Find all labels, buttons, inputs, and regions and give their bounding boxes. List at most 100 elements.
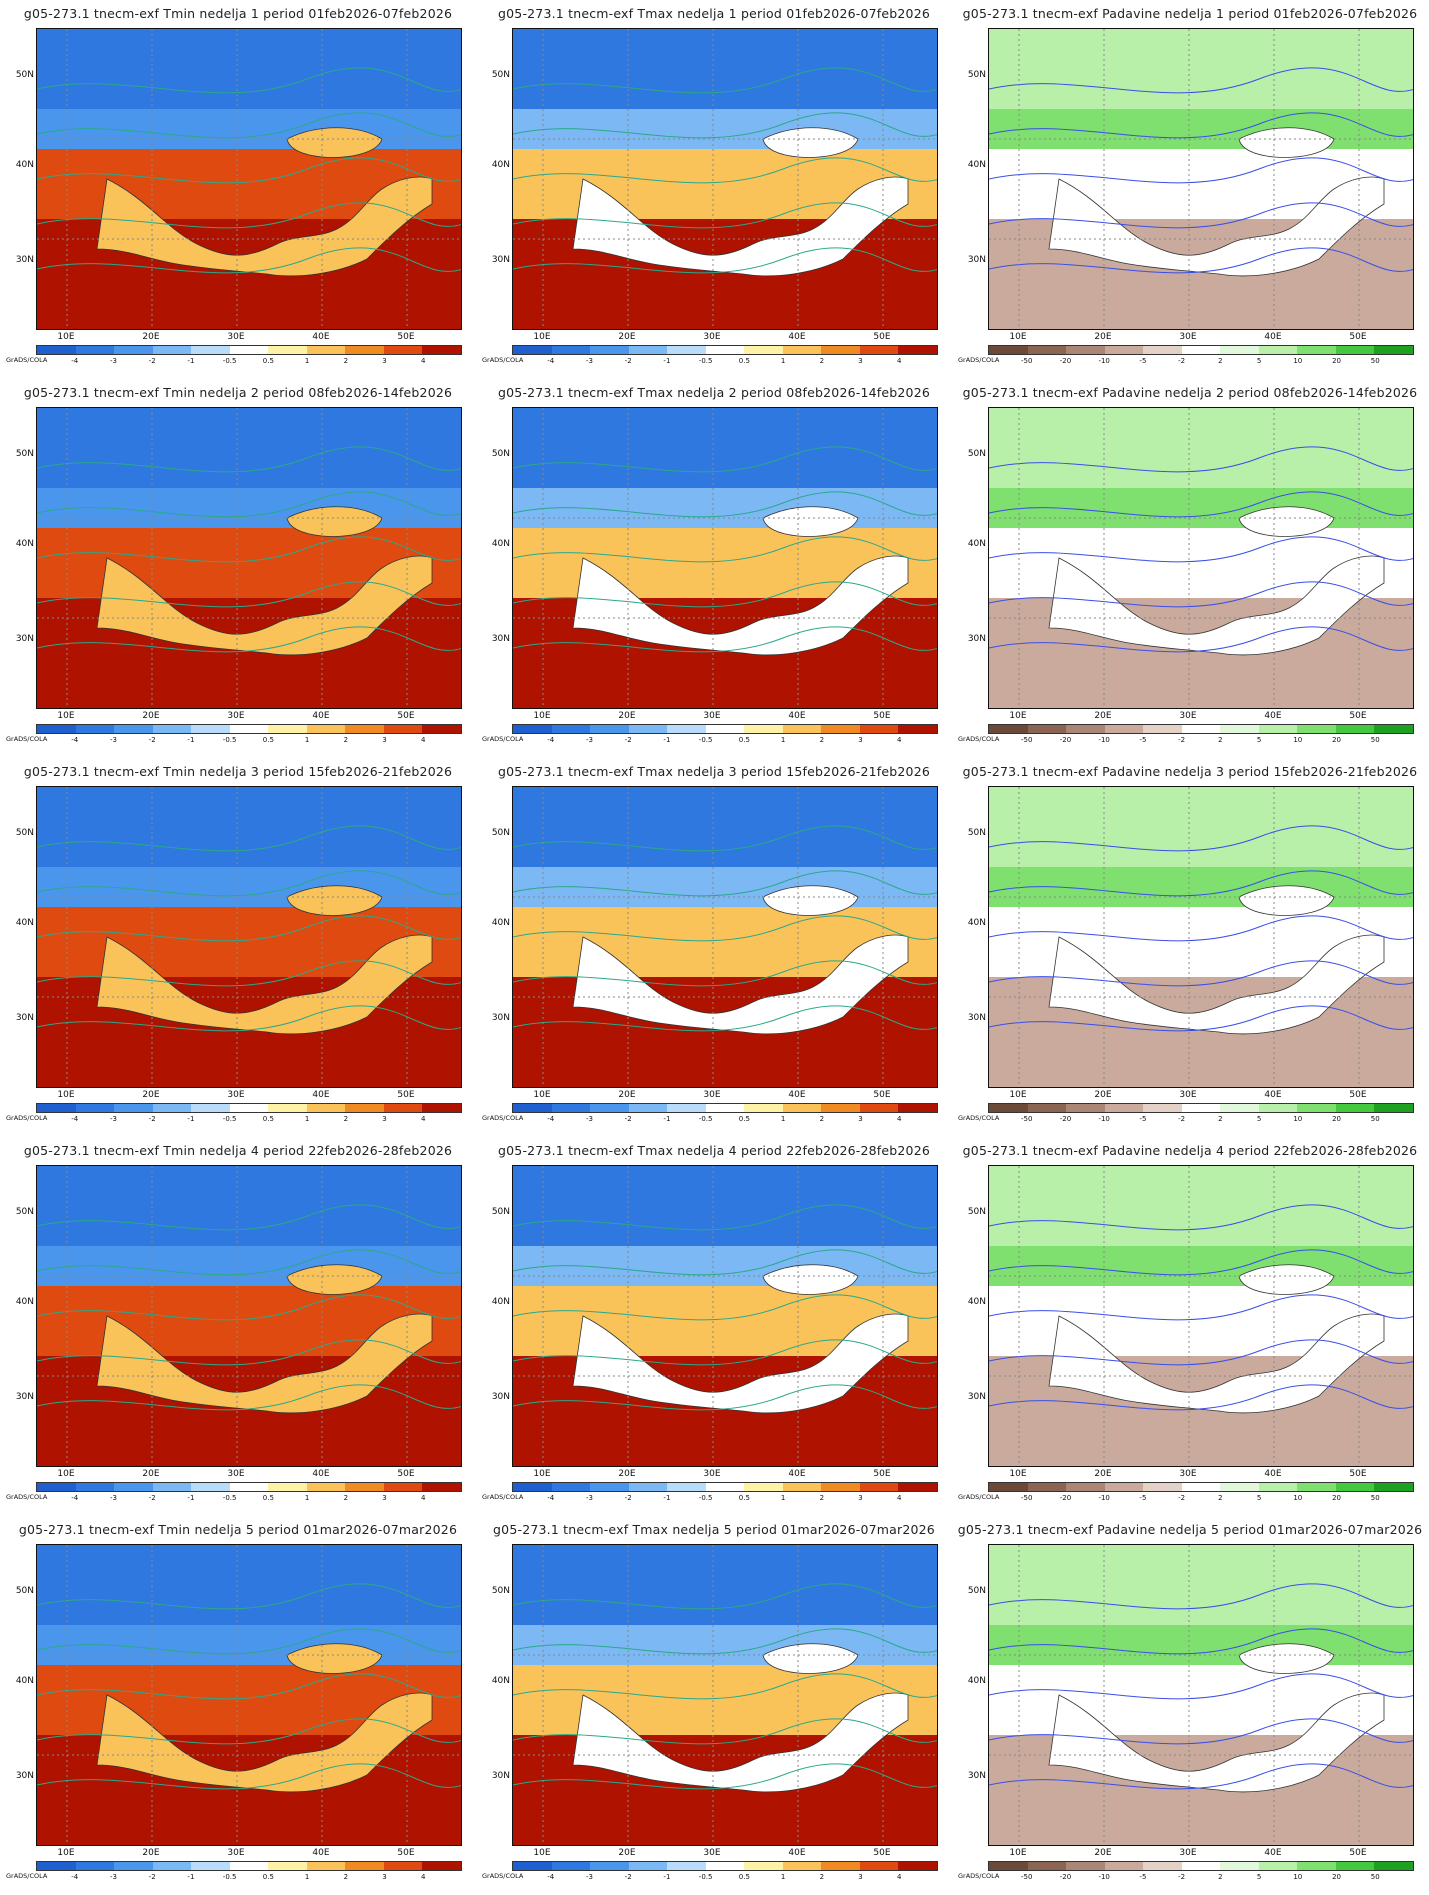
contour-line: [513, 626, 937, 653]
longitude-label: 20E: [142, 711, 160, 721]
color-bar-tick-label: -1: [663, 1494, 671, 1502]
color-bar-tick-label: -1: [663, 1115, 671, 1123]
color-bar: [988, 1103, 1414, 1113]
color-bar-swatch: [306, 1104, 346, 1112]
longitude-label: 50E: [1349, 332, 1367, 342]
contour-line: [37, 446, 461, 473]
map-field: [989, 29, 1413, 329]
mediterranean-sea: [572, 934, 909, 1035]
color-bar-labels: -4 -3 -2 -1 -0.5 0.5 1 2 3 4: [512, 1115, 938, 1125]
color-bar-swatch: [37, 1862, 76, 1870]
latitude-label: 30N: [967, 1013, 986, 1023]
color-bar-swatch: [898, 1104, 938, 1112]
color-bar-swatch: [898, 725, 938, 733]
color-bar-swatch: [705, 1483, 745, 1491]
color-bar-swatch: [1143, 1104, 1182, 1112]
color-bar-swatch: [114, 1104, 153, 1112]
color-bar-tick-label: 10: [1293, 1873, 1303, 1881]
longitude-label: 40E: [1264, 1090, 1282, 1100]
black-sea: [1238, 1643, 1335, 1674]
color-bar-swatch: [1220, 1862, 1259, 1870]
color-bar-swatch: [667, 1483, 706, 1491]
grads-credit: GrADS/COLA: [482, 1872, 524, 1880]
latitude-label: 50N: [15, 449, 34, 459]
color-bar-swatch: [75, 725, 115, 733]
color-bar-swatch: [705, 1104, 745, 1112]
longitude-label: 50E: [873, 711, 891, 721]
panel-title: g05-273.1 tnecm-exf Padavine nedelja 5 p…: [957, 1522, 1423, 1537]
latitude-label: 40N: [967, 160, 986, 170]
color-bar-labels: -50 -20 -10 -5 -2 2 5 10 20 50: [988, 357, 1414, 367]
longitude-label: 30E: [703, 1848, 721, 1858]
color-bar-swatch: [306, 346, 346, 354]
color-bar-labels: -4 -3 -2 -1 -0.5 0.5 1 2 3 4: [512, 1494, 938, 1504]
color-bar-labels: -50 -20 -10 -5 -2 2 5 10 20 50: [988, 736, 1414, 746]
color-bar-swatch: [590, 346, 629, 354]
color-bar-swatch: [1143, 1862, 1182, 1870]
color-bar-tick-label: 3: [382, 1873, 387, 1881]
map-panel: g05-273.1 tnecm-exf Tmax nedelja 2 perio…: [476, 379, 952, 758]
map-panel: g05-273.1 tnecm-exf Tmax nedelja 4 perio…: [476, 1137, 952, 1516]
map-field: [37, 408, 461, 708]
color-bar-swatch: [744, 1483, 783, 1491]
contour-line: [989, 1384, 1413, 1411]
map-plot-area: [36, 28, 462, 330]
color-bar-swatch: [551, 1483, 591, 1491]
color-bar-swatch: [989, 346, 1028, 354]
color-bar-swatch: [1181, 1483, 1221, 1491]
color-bar-swatch: [1143, 1483, 1182, 1491]
color-bar-tick-label: -4: [71, 357, 79, 365]
color-bar-swatch: [383, 1104, 423, 1112]
contour-line: [513, 1339, 937, 1366]
black-sea: [286, 1643, 383, 1674]
color-bar-tick-label: 1: [780, 1115, 786, 1123]
color-bar-swatch: [667, 346, 706, 354]
color-bar-swatch: [744, 346, 783, 354]
color-bar: [512, 1103, 938, 1113]
map-plot-area: [36, 1544, 462, 1846]
color-bar-tick-label: 4: [897, 1115, 902, 1123]
color-bar-labels: -50 -20 -10 -5 -2 2 5 10 20 50: [988, 1115, 1414, 1125]
map-panel: g05-273.1 tnecm-exf Tmax nedelja 3 perio…: [476, 758, 952, 1137]
contour-line: [989, 1005, 1413, 1032]
color-bar-swatch: [383, 725, 423, 733]
contour-line: [513, 491, 937, 518]
panel-title: g05-273.1 tnecm-exf Tmin nedelja 3 perio…: [23, 764, 453, 779]
color-bar-labels: -4 -3 -2 -1 -0.5 0.5 1 2 3 4: [36, 1494, 462, 1504]
map-panel: g05-273.1 tnecm-exf Tmax nedelja 5 perio…: [476, 1516, 952, 1895]
color-bar-tick-label: -2: [1178, 736, 1186, 744]
map-field: [37, 787, 461, 1087]
color-bar-swatch: [1374, 1483, 1414, 1491]
color-bar-swatch: [1143, 725, 1182, 733]
map-field: [37, 29, 461, 329]
color-bar-swatch: [782, 1104, 822, 1112]
contour-line: [37, 247, 461, 274]
longitude-label: 20E: [142, 1090, 160, 1100]
black-sea: [286, 506, 383, 537]
map-plot-area: [512, 1544, 938, 1846]
longitude-label: 20E: [1094, 332, 1112, 342]
color-bar-tick-label: 4: [897, 1873, 902, 1881]
color-bar-tick-label: 1: [780, 357, 786, 365]
color-bar: [512, 1861, 938, 1871]
color-bar-swatch: [1143, 346, 1182, 354]
color-bar: [512, 1482, 938, 1492]
color-bar-tick-label: 4: [897, 357, 902, 365]
field-band: [989, 408, 1413, 488]
color-bar-tick-label: -3: [585, 357, 593, 365]
color-bar-swatch: [1335, 1483, 1375, 1491]
color-bar-swatch: [821, 1862, 860, 1870]
color-bar-tick-label: 3: [858, 1873, 863, 1881]
longitude-label: 10E: [533, 1090, 551, 1100]
latitude-label: 30N: [15, 1013, 34, 1023]
field-band: [989, 1545, 1413, 1625]
color-bar-swatch: [1374, 346, 1414, 354]
map-panel: g05-273.1 tnecm-exf Tmin nedelja 3 perio…: [0, 758, 476, 1137]
color-bar-tick-label: -1: [187, 1873, 195, 1881]
color-bar-swatch: [1335, 1862, 1375, 1870]
field-band: [37, 787, 461, 867]
longitude-label: 50E: [1349, 1090, 1367, 1100]
longitude-label: 20E: [142, 332, 160, 342]
contour-line: [37, 915, 461, 942]
color-bar-tick-label: 3: [382, 1115, 387, 1123]
